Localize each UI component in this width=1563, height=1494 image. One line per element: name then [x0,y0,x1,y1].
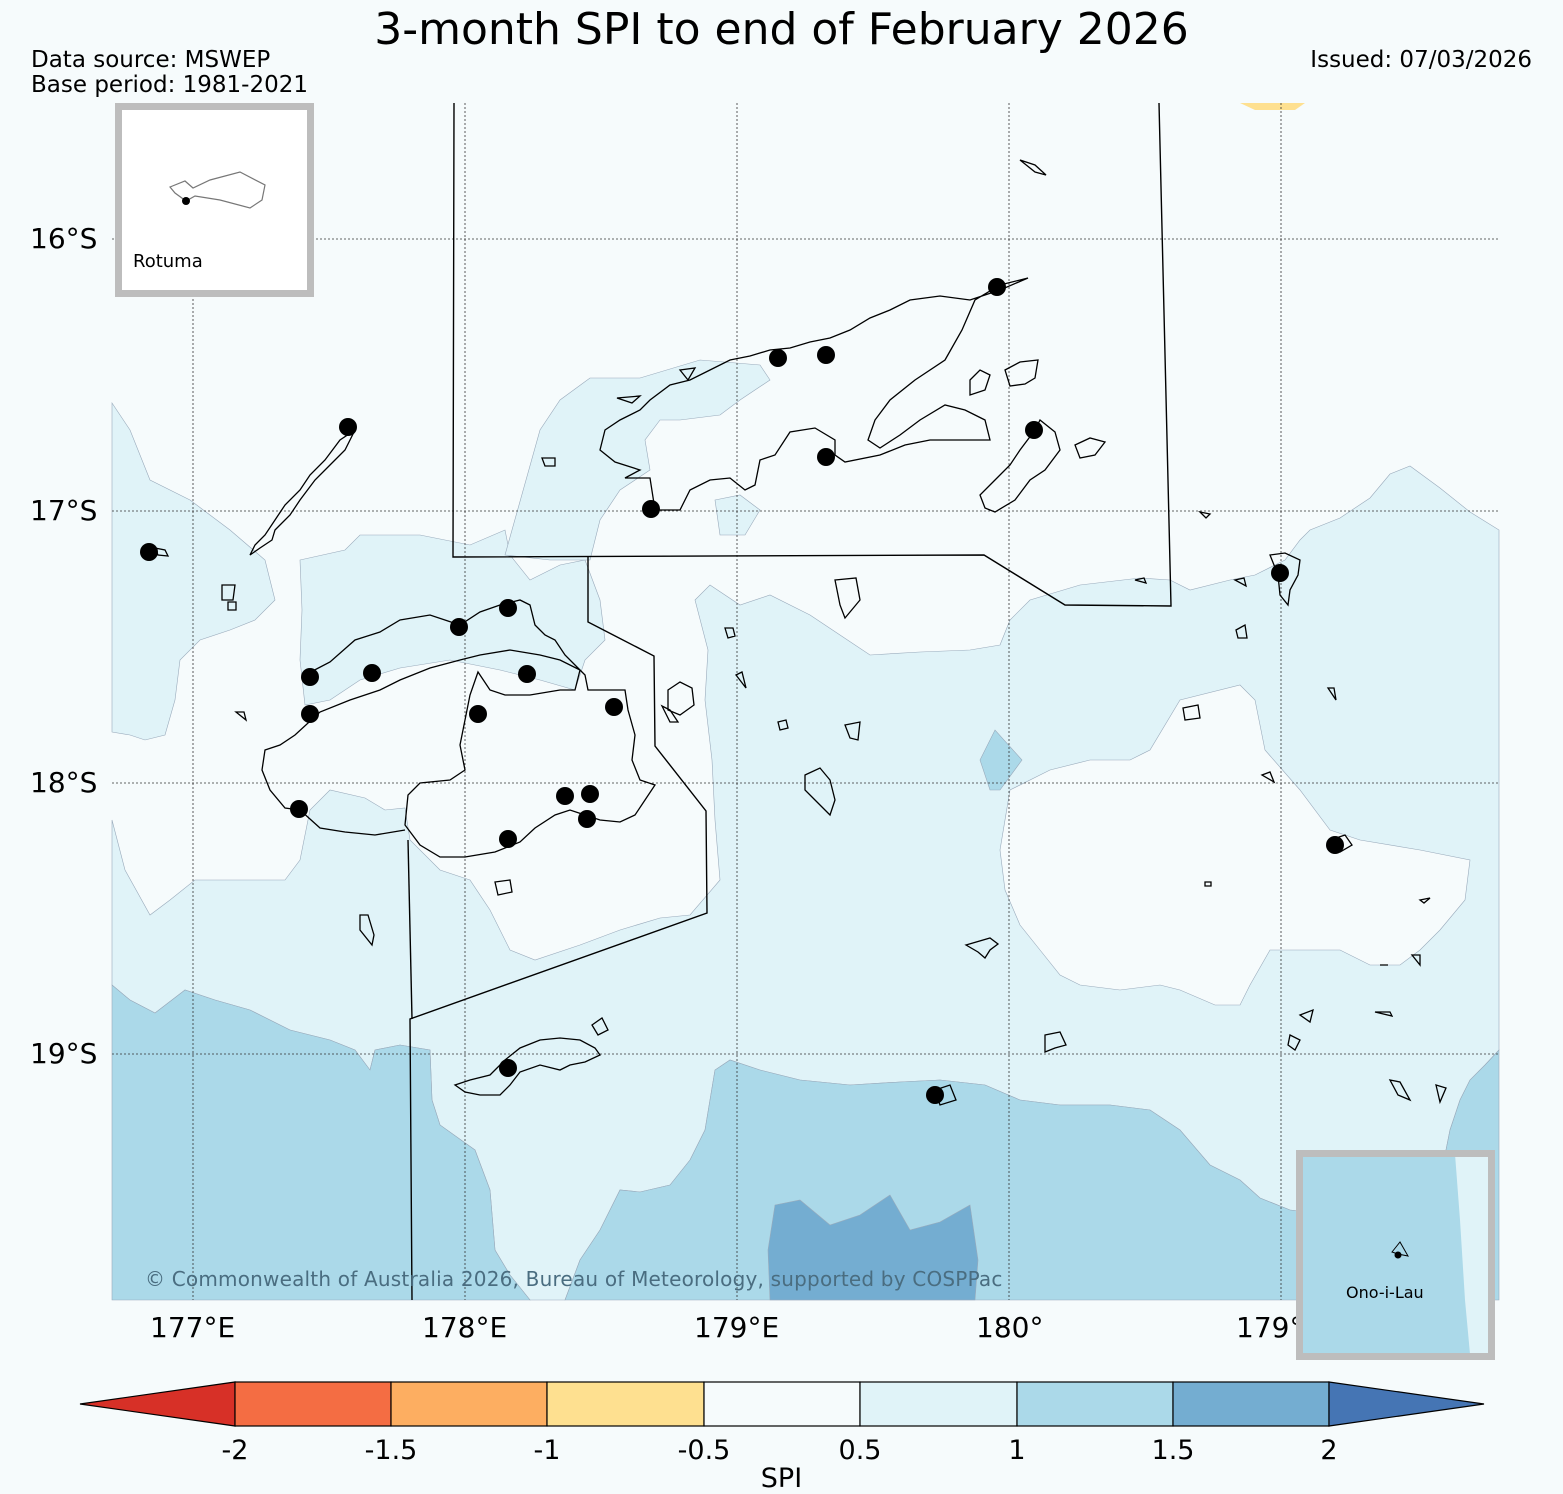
station-marker[interactable] [1326,836,1344,854]
station-marker[interactable] [578,810,596,828]
colorbar-tick: -1 [533,1435,561,1466]
lon-label: 179°E [694,1311,780,1344]
station-marker[interactable] [1271,564,1289,582]
station-marker[interactable] [556,787,574,805]
colorbar-tick: -2 [221,1435,249,1466]
lat-label: 17°S [30,494,98,527]
station-marker[interactable] [499,599,517,617]
weather-stations [140,278,1344,1104]
station-marker[interactable] [499,1059,517,1077]
colorbar-tick: 0.5 [838,1435,882,1466]
colorbar-tick: 1 [1008,1435,1026,1466]
map-title: 3-month SPI to end of February 2026 [374,4,1189,55]
station-marker[interactable] [301,668,319,686]
lat-label: 16°S [30,222,98,255]
station-marker[interactable] [817,448,835,466]
station-marker[interactable] [988,278,1006,296]
station-marker[interactable] [1394,1251,1402,1259]
ono-i-lau-label: Ono-i-Lau [1346,1283,1424,1302]
spi-colorbar [79,1381,1485,1427]
ono-i-lau-inset-map [1300,1154,1490,1354]
station-marker[interactable] [1025,421,1043,439]
taveuni-island [979,418,1061,513]
station-marker[interactable] [926,1086,944,1104]
lon-label: 179°W [1236,1311,1296,1344]
station-marker[interactable] [290,800,308,818]
map-metadata-left: Data source: MSWEP Base period: 1981-202… [31,48,308,98]
rotuma-label: Rotuma [133,251,203,272]
station-marker[interactable] [450,618,468,636]
division-boundaries [407,102,1172,1301]
ono-i-lau-inset [1296,1150,1495,1360]
lon-label: 177°E [150,1311,236,1344]
station-marker[interactable] [518,665,536,683]
station-marker[interactable] [301,705,319,723]
base-period-text: Base period: 1981-2021 [31,72,309,98]
coastlines [153,159,1447,1106]
station-marker[interactable] [363,664,381,682]
rotuma-inset [115,103,314,297]
spi-band-neutral-holes [999,684,1471,1006]
colorbar-tick: 2 [1320,1435,1338,1466]
station-marker[interactable] [581,785,599,803]
colorbar-tick: -0.5 [677,1435,731,1466]
copyright-text: © Commonwealth of Australia 2026, Bureau… [145,1267,1003,1291]
lat-label: 19°S [30,1037,98,1070]
station-marker[interactable] [182,197,190,205]
lon-label: 178°E [422,1311,508,1344]
station-marker[interactable] [605,698,623,716]
colorbar-tick: -1.5 [364,1435,418,1466]
viti-levu-island [261,599,657,858]
lat-label: 18°S [30,766,98,799]
spi-band-1-5-to-2 [767,1194,979,1301]
station-marker[interactable] [642,500,660,518]
spi-band-0-5-to-1 [111,359,1500,1301]
station-marker[interactable] [469,705,487,723]
lon-label: 180° [976,1311,1044,1344]
vanua-levu-island [599,277,1029,511]
station-marker[interactable] [339,418,357,436]
station-marker[interactable] [817,346,835,364]
data-source-text: Data source: MSWEP [31,47,271,73]
spi-band-minus-1-to-minus-0-5 [1240,103,1305,110]
issued-date-text: Issued: 07/03/2026 [1310,47,1532,73]
yasawa-islands [249,428,357,556]
station-marker[interactable] [140,543,158,561]
kadavu-island [453,1037,601,1096]
colorbar-title: SPI [760,1463,803,1494]
station-marker[interactable] [499,830,517,848]
colorbar-tick: 1.5 [1151,1435,1195,1466]
rotuma-inset-map [122,110,308,290]
station-marker[interactable] [769,349,787,367]
